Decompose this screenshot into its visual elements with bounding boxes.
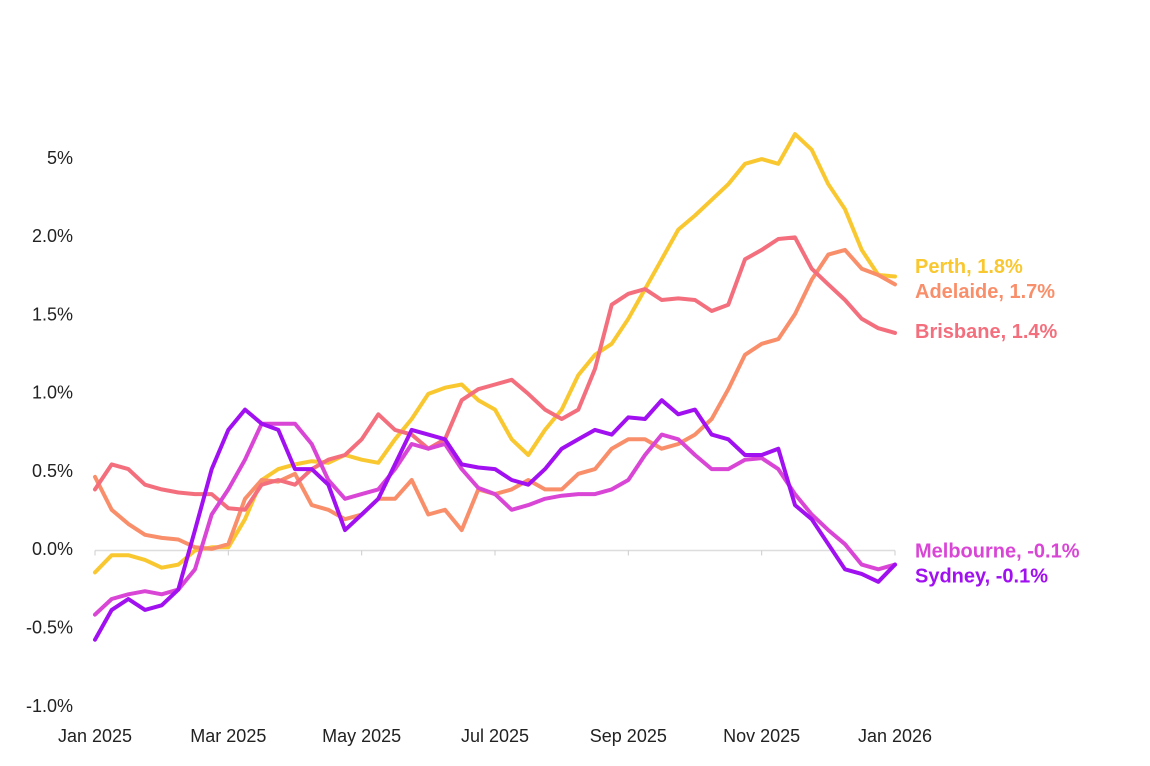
series-end-label: Perth, 1.8% — [915, 256, 1023, 278]
series-end-label: Brisbane, 1.4% — [915, 321, 1058, 343]
y-tick-label: 0.0% — [32, 539, 73, 559]
series-end-label: Melbourne, -0.1% — [915, 540, 1080, 562]
y-tick-label: 5% — [47, 148, 73, 168]
x-tick-label: Jan 2025 — [58, 726, 132, 746]
y-tick-label: 1.0% — [32, 383, 73, 403]
x-tick-label: May 2025 — [322, 726, 401, 746]
x-tick-label: Sep 2025 — [590, 726, 667, 746]
series-line — [93, 235, 897, 512]
x-tick-label: Nov 2025 — [723, 726, 800, 746]
series-line — [93, 421, 897, 617]
series-line — [93, 247, 897, 551]
y-tick-label: 2.0% — [32, 226, 73, 246]
series-line — [93, 398, 897, 642]
series-line — [93, 132, 897, 575]
x-tick-label: Jan 2026 — [858, 726, 932, 746]
x-tick-label: Jul 2025 — [461, 726, 529, 746]
y-tick-label: 0.5% — [32, 461, 73, 481]
y-tick-label: 1.5% — [32, 304, 73, 324]
y-tick-label: -0.5% — [26, 617, 73, 637]
x-tick-label: Mar 2025 — [190, 726, 266, 746]
series-end-label: Sydney, -0.1% — [915, 565, 1048, 587]
y-tick-label: -1.0% — [26, 696, 73, 716]
series-end-label: Adelaide, 1.7% — [915, 281, 1055, 303]
